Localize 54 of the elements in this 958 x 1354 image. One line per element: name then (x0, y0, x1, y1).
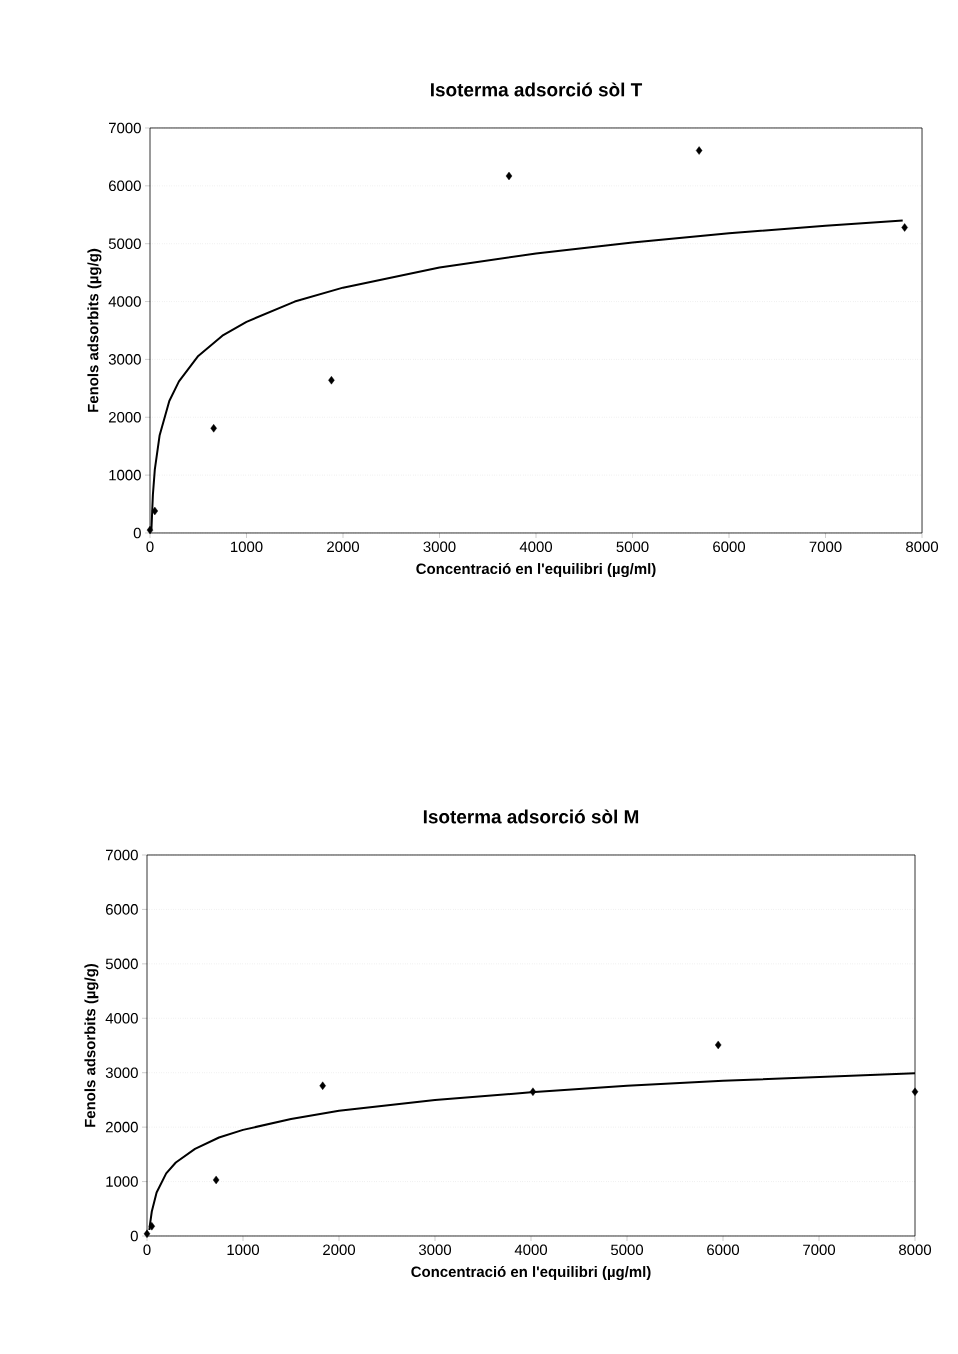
point (210, 424, 217, 433)
x-tick-label: 2000 (323, 1244, 356, 1256)
y-tick-label: 6000 (106, 904, 138, 915)
x-tick-label: 4000 (514, 1244, 548, 1256)
x-tick-label: 4000 (519, 541, 553, 553)
x-tick-label: 2000 (327, 541, 360, 553)
point (695, 146, 703, 155)
x-tick-label: 0 (146, 541, 154, 553)
y-tick-label: 4000 (105, 1012, 138, 1024)
point (146, 525, 154, 535)
x-tick-label: 7000 (809, 541, 842, 553)
point (148, 1222, 155, 1231)
y-tick-label: 0 (130, 1230, 138, 1242)
y-tick-label: 5000 (108, 238, 141, 249)
x-tick-label: 8000 (906, 541, 939, 553)
point (143, 1229, 151, 1239)
x-tick-label: 8000 (899, 1244, 932, 1256)
x-tick-label: 1000 (231, 541, 263, 553)
y-tick-label: 4000 (108, 296, 141, 307)
point (901, 223, 908, 232)
y-tick-label: 6000 (109, 180, 141, 192)
x-tick-label: 5000 (610, 1244, 644, 1256)
y-axis-title: Fenols adsorbits (µg/g) (84, 963, 99, 1127)
y-tick-label: 1000 (106, 1176, 138, 1187)
y-tick-label: 2000 (108, 411, 141, 423)
point (319, 1081, 326, 1090)
x-tick-label: 6000 (713, 541, 746, 553)
chart-title: Isoterma adsorció sòl T (431, 82, 643, 97)
point (212, 1175, 220, 1185)
x-tick-label: 7000 (803, 1244, 836, 1256)
y-tick-label: 5000 (105, 958, 138, 970)
y-tick-label: 7000 (109, 122, 141, 134)
point (911, 1087, 919, 1096)
x-tick-label: 0 (143, 1244, 151, 1256)
y-tick-label: 1000 (109, 469, 141, 481)
y-tick-label: 3000 (105, 1067, 138, 1078)
x-tick-label: 3000 (418, 1244, 452, 1256)
x-tick-label: 6000 (707, 1244, 740, 1256)
x-axis-title: Concentració en l'equilibri (µg/ml) (411, 1265, 651, 1281)
point (715, 1040, 722, 1050)
point (328, 376, 335, 385)
y-axis-title: Fenols adsorbits (µg/g) (87, 248, 102, 412)
y-tick-label: 2000 (105, 1121, 138, 1133)
point (151, 506, 159, 516)
point (505, 171, 513, 181)
x-tick-label: 1000 (227, 1244, 260, 1256)
x-tick-label: 5000 (616, 541, 649, 553)
x-tick-label: 3000 (423, 541, 456, 553)
y-tick-label: 7000 (106, 849, 138, 861)
x-axis-title: Concentració en l'equilibri (µg/ml) (416, 562, 656, 578)
y-tick-label: 0 (133, 527, 141, 539)
chart-title: Isoterma adsorció sòl M (423, 809, 639, 824)
point (529, 1087, 537, 1096)
y-tick-label: 3000 (108, 354, 141, 365)
